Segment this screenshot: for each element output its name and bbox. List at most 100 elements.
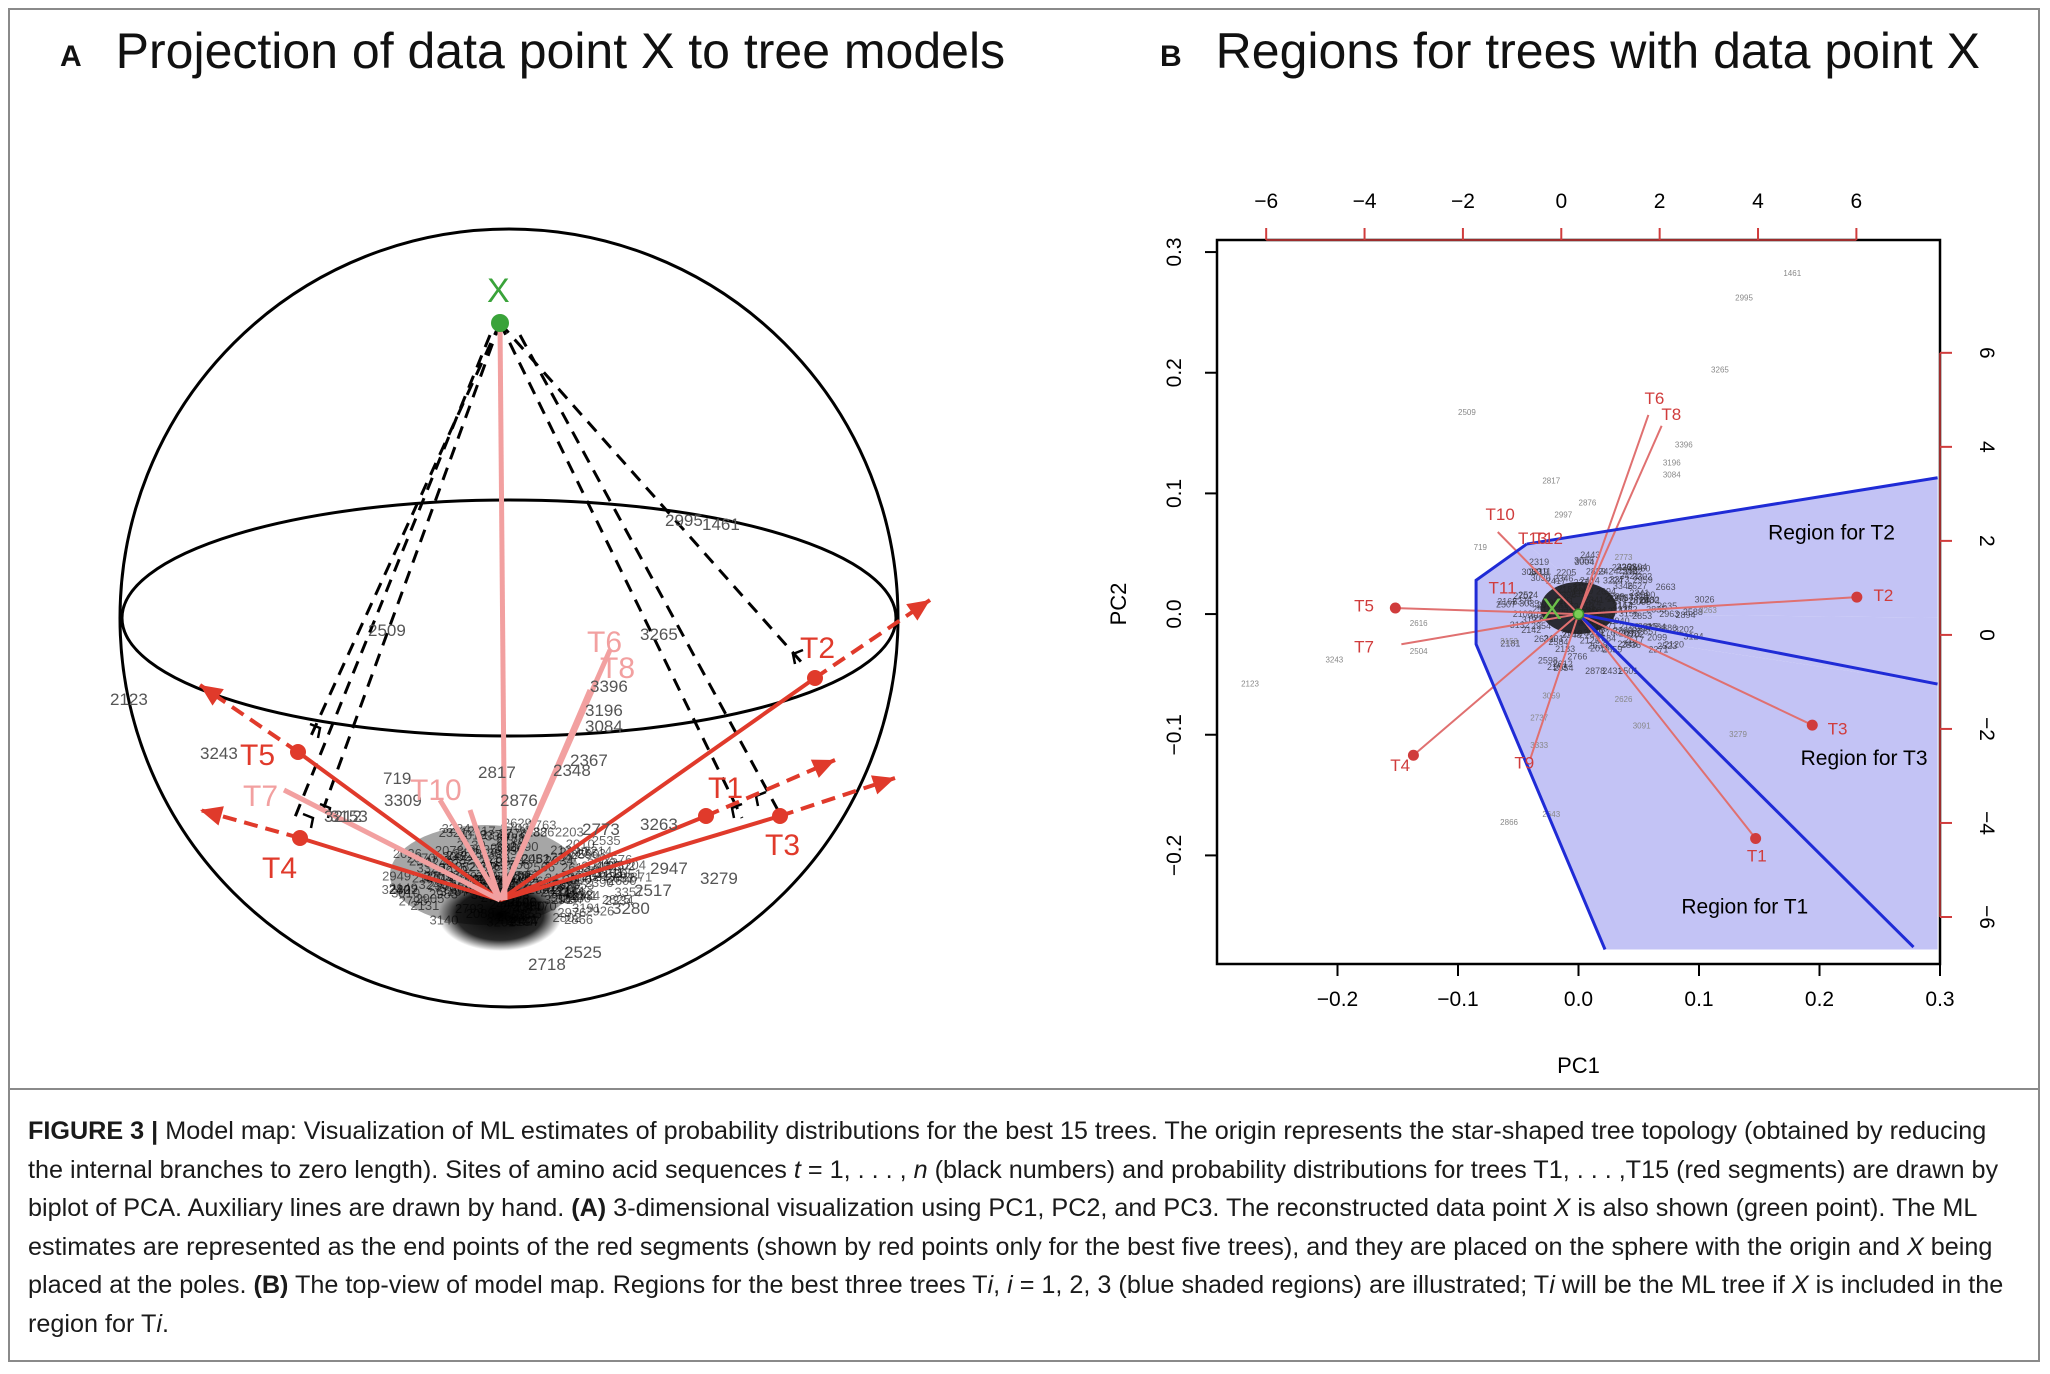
site-number-mark: 2120 bbox=[550, 843, 579, 858]
caption-fig-label: FIGURE 3 | bbox=[28, 1117, 159, 1145]
site-number-mark: 2584 bbox=[1548, 637, 1568, 647]
site-number-mark: 3068 bbox=[1581, 616, 1601, 626]
site-number-mark: 3214 bbox=[583, 843, 612, 858]
site-number-mark: 2311 bbox=[1571, 589, 1590, 599]
caption-text: Model map: Visualization of ML estimates… bbox=[28, 1117, 1987, 1184]
site-number-mark: 2819 bbox=[1628, 595, 1648, 605]
tree-endpoint-dot bbox=[698, 808, 714, 824]
site-number-mark: 3110 bbox=[1555, 605, 1574, 615]
site-label: 3396 bbox=[1675, 441, 1693, 450]
site-number-mark: 2121 bbox=[446, 848, 475, 863]
site-number-mark: 2131 bbox=[410, 898, 439, 913]
site-cluster: 2319247424173137261725193213252324242663… bbox=[1496, 550, 1715, 676]
site-label: 3309 bbox=[384, 791, 422, 810]
panel-a-title-text: Projection of data point X to tree model… bbox=[115, 23, 1006, 79]
site-number-mark: 2421 bbox=[1619, 571, 1639, 581]
tree-endpoint-dot bbox=[290, 744, 306, 760]
site-number-mark: 3010 bbox=[1528, 611, 1548, 621]
tree-segment bbox=[498, 676, 817, 902]
site-label: 2995 bbox=[665, 511, 703, 530]
x-point-dot bbox=[491, 314, 509, 332]
site-label: 3091 bbox=[1633, 722, 1651, 731]
arrow-head bbox=[870, 775, 895, 795]
top-tick-label: 6 bbox=[1851, 190, 1863, 213]
site-number-mark: 2713 bbox=[500, 900, 529, 915]
region-label-region-for-t3: Region for T3 bbox=[1801, 747, 1928, 770]
tree-segment bbox=[282, 787, 502, 903]
caption-bold-b: (B) bbox=[253, 1271, 289, 1299]
right-tick-label: 0 bbox=[1975, 629, 1998, 641]
site-number-mark: 2334 bbox=[571, 888, 600, 903]
caption-text: is also shown (green point). The ML esti… bbox=[28, 1194, 1977, 1261]
site-number-mark: 2572 bbox=[1558, 607, 1578, 617]
tree-label-t6: T6 bbox=[587, 626, 622, 659]
site-number-mark: 3373 bbox=[1609, 574, 1629, 584]
panel-b-title-text: Regions for trees with data point X bbox=[1215, 23, 1980, 79]
site-label: 2504 bbox=[1410, 647, 1428, 656]
site-label: 3280 bbox=[612, 899, 650, 918]
site-number-mark: 2114 bbox=[557, 884, 585, 899]
top-tick-label: −6 bbox=[1254, 190, 1278, 213]
site-number-mark: 2026 bbox=[1548, 598, 1568, 608]
site-number-mark: 2707 bbox=[1513, 591, 1533, 601]
right-tick-label: −6 bbox=[1975, 905, 1998, 929]
site-label: 2773 bbox=[1615, 553, 1633, 562]
tree-label-t12: T12 bbox=[1534, 529, 1563, 548]
site-label: 2817 bbox=[1542, 477, 1560, 486]
y-tick-label: 0.3 bbox=[1163, 237, 1186, 266]
region-label-region-for-t2: Region for T2 bbox=[1768, 521, 1895, 544]
x-point-dot bbox=[1572, 608, 1585, 620]
site-number-mark: 2092 bbox=[1619, 629, 1639, 639]
caption-math: i bbox=[1549, 1271, 1555, 1299]
site-number-mark: 2708 bbox=[503, 902, 532, 917]
site-label: 3263 bbox=[1699, 606, 1717, 615]
panel-b-title: B Regions for trees with data point X bbox=[1160, 22, 1980, 80]
site-number-mark: 2959 bbox=[1633, 575, 1653, 585]
y-tick-label: −0.2 bbox=[1163, 835, 1186, 876]
tree-segments bbox=[198, 314, 932, 903]
site-number-mark: 2597 bbox=[1576, 605, 1596, 615]
site-number-mark: 2390 bbox=[585, 875, 614, 890]
site-number-mark: 2859 bbox=[1586, 566, 1606, 576]
site-number-mark: 2853 bbox=[1632, 611, 1652, 621]
site-number-mark: 2905 bbox=[415, 891, 444, 906]
tree-label-t7: T7 bbox=[243, 780, 278, 813]
site-number-mark: 2855 bbox=[513, 907, 542, 922]
site-number-mark: 2149 bbox=[389, 880, 418, 895]
region-boundary bbox=[1474, 542, 1607, 951]
site-number-mark: 2443 bbox=[1580, 550, 1600, 560]
site-label: 2773 bbox=[582, 820, 620, 839]
site-number-mark: 2154 bbox=[1613, 601, 1633, 611]
site-number-mark: 2330 bbox=[559, 845, 588, 860]
tree-segment bbox=[499, 814, 707, 902]
site-label: 2367 bbox=[570, 751, 608, 770]
caption-text: will be the ML tree if bbox=[1554, 1271, 1792, 1299]
right-angle-marker bbox=[730, 802, 743, 819]
tree-label-t3: T3 bbox=[765, 829, 800, 862]
site-number-mark: 2566 bbox=[526, 860, 555, 875]
tree-label-t4: T4 bbox=[1390, 756, 1410, 775]
site-number-mark: 2183 bbox=[1555, 644, 1575, 654]
site-number-mark: 2590 bbox=[571, 847, 600, 862]
regions bbox=[1476, 477, 1938, 950]
site-number-mark: 3373 bbox=[1608, 593, 1628, 603]
tree-label-t8: T8 bbox=[1661, 405, 1681, 424]
caption-math: t bbox=[793, 1155, 801, 1184]
site-number-mark: 2629 bbox=[503, 816, 532, 831]
site-label: 3196 bbox=[585, 701, 623, 720]
top-tick-label: −4 bbox=[1353, 190, 1377, 213]
site-number-mark: 3346 bbox=[1613, 581, 1633, 591]
caption-text: is included in the region for T bbox=[28, 1271, 2004, 1338]
right-tick-label: 6 bbox=[1975, 347, 1998, 359]
region-boundary bbox=[1578, 612, 1938, 686]
site-label: 3153 bbox=[330, 807, 368, 826]
site-number-mark: 3181 bbox=[1621, 629, 1641, 639]
tree-endpoint-t2 bbox=[1851, 591, 1863, 603]
site-number-mark: 3004 bbox=[1574, 557, 1594, 567]
tree-segment-t1 bbox=[1577, 613, 1757, 840]
site-number-mark: 2184 bbox=[509, 914, 538, 929]
x-tick-label: 0.3 bbox=[1925, 988, 1954, 1011]
site-number-mark: 2632 bbox=[1534, 634, 1554, 644]
site-number-mark: 2309 bbox=[1573, 586, 1593, 596]
tree-endpoint-t1 bbox=[1750, 833, 1762, 845]
